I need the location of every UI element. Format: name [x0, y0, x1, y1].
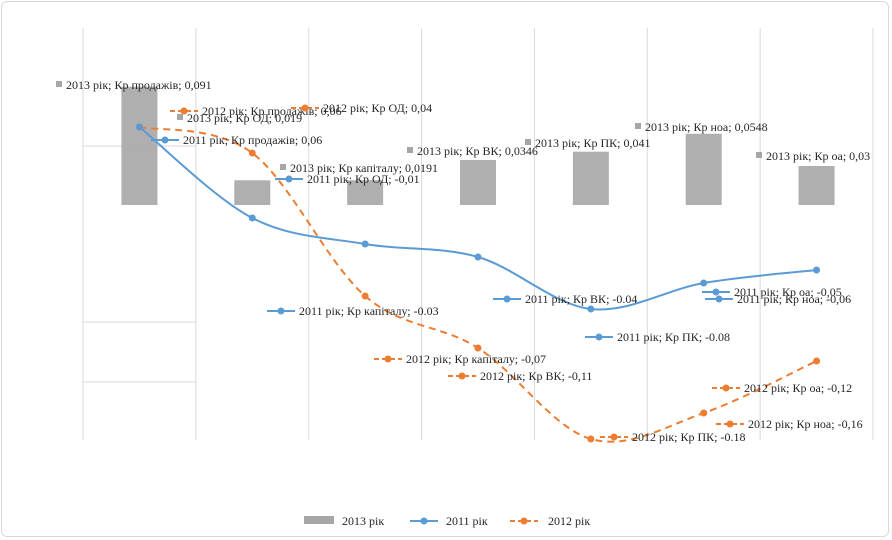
data-label-2013-3: 2013 рік; Кр капіталу; 0,0191 [290, 161, 438, 175]
bar-2013-2 [234, 180, 271, 205]
point-2011-1 [135, 123, 143, 131]
label-marker-2012-4 [458, 372, 466, 380]
data-label-2013-1: 2013 рік; Кр продажів; 0,091 [66, 78, 212, 92]
label-marker-2012-7 [722, 384, 730, 392]
data-label-2013-2: 2013 рік; Кр ОД; 0,019 [187, 111, 302, 125]
data-label-2012-3: 2012 рік; Кр капіталу; -0,07 [406, 352, 546, 366]
point-2011-5 [587, 305, 595, 313]
data-label-2012-7: 2012 рік; Кр оа; -0,12 [744, 381, 852, 395]
data-label-2011-6: 2011 рік; Кр ноа; -0,06 [737, 292, 851, 306]
label-marker-2013-7 [756, 152, 762, 158]
label-marker-2012-1 [180, 107, 188, 115]
point-2012-2 [248, 149, 256, 157]
data-label-2011-1: 2011 рік; Кр продажів; 0,06 [183, 133, 322, 147]
data-label-2011-7: 2011 рік; Кр оа; -0,05 [734, 285, 842, 299]
data-label-2013-6: 2013 рік; Кр ноа; 0,0548 [645, 120, 768, 134]
legend-marker-2011 [420, 517, 428, 525]
point-2012-3 [361, 292, 369, 300]
label-marker-2013-3 [280, 164, 286, 170]
label-marker-2013-5 [525, 139, 531, 145]
bar-2013-5 [572, 151, 609, 205]
label-marker-2012-5 [610, 433, 618, 441]
label-marker-2011-3 [277, 307, 285, 315]
label-marker-2011-2 [285, 175, 293, 183]
legend-swatch-2013 [304, 516, 334, 524]
point-2011-2 [248, 214, 256, 222]
label-marker-2013-6 [635, 123, 641, 129]
label-marker-2013-4 [407, 147, 413, 153]
bar-2013-6 [685, 133, 722, 205]
label-marker-2011-6 [715, 295, 723, 303]
data-label-2012-2: 2012 рік; Кр ОД; 0,04 [323, 101, 432, 115]
bar-2013-4 [460, 160, 496, 205]
point-2011-3 [361, 240, 369, 248]
data-label-2012-5: 2012 рік; Кр ПК; -0.18 [632, 430, 746, 444]
data-label-2011-5: 2011 рік; Кр ПК; -0.08 [617, 330, 730, 344]
data-label-2011-3: 2011 рік; Кр капіталу; -0.03 [299, 304, 439, 318]
data-label-2011-2: 2011 рік; Кр ОД; -0,01 [307, 172, 420, 186]
label-marker-2011-4 [503, 295, 511, 303]
label-marker-2012-3 [384, 355, 392, 363]
bar-2013-1 [121, 86, 158, 205]
point-2012-6 [700, 409, 708, 417]
point-2012-4 [474, 344, 482, 352]
point-2011-4 [474, 253, 482, 261]
label-marker-2011-1 [161, 136, 169, 144]
point-2012-7 [813, 357, 821, 365]
label-marker-2013-1 [56, 81, 62, 87]
point-2011-7 [813, 266, 821, 274]
label-marker-2011-7 [712, 288, 720, 296]
data-label-2012-1: 2012 рік; Кр продажів; 0,06 [202, 104, 342, 118]
point-2012-5 [587, 435, 595, 443]
bar-2013-3 [347, 180, 384, 205]
legend-label-2012: 2012 рік [548, 514, 590, 528]
legend-label-2011: 2011 рік [446, 514, 488, 528]
label-marker-2012-2 [301, 104, 309, 112]
label-marker-2012-6 [726, 420, 734, 428]
data-label-2013-4: 2013 рік; Кр ВК; 0,0346 [417, 144, 538, 158]
point-2011-6 [700, 279, 708, 287]
data-label-2012-6: 2012 рік; Кр ноа; -0,16 [748, 417, 863, 431]
data-label-2013-5: 2013 рік; Кр ПК; 0,041 [535, 136, 651, 150]
legend-label-2013: 2013 рік [342, 514, 384, 528]
data-label-2012-4: 2012 рік; Кр ВК; -0,11 [480, 369, 592, 383]
label-marker-2013-2 [177, 114, 183, 120]
data-label-2013-7: 2013 рік; Кр оа; 0,03 [766, 149, 870, 163]
label-marker-2011-5 [595, 333, 603, 341]
legend-marker-2012 [520, 517, 528, 525]
data-label-2011-4: 2011 рік; Кр ВК; -0.04 [525, 292, 637, 306]
bar-2013-7 [798, 166, 835, 205]
